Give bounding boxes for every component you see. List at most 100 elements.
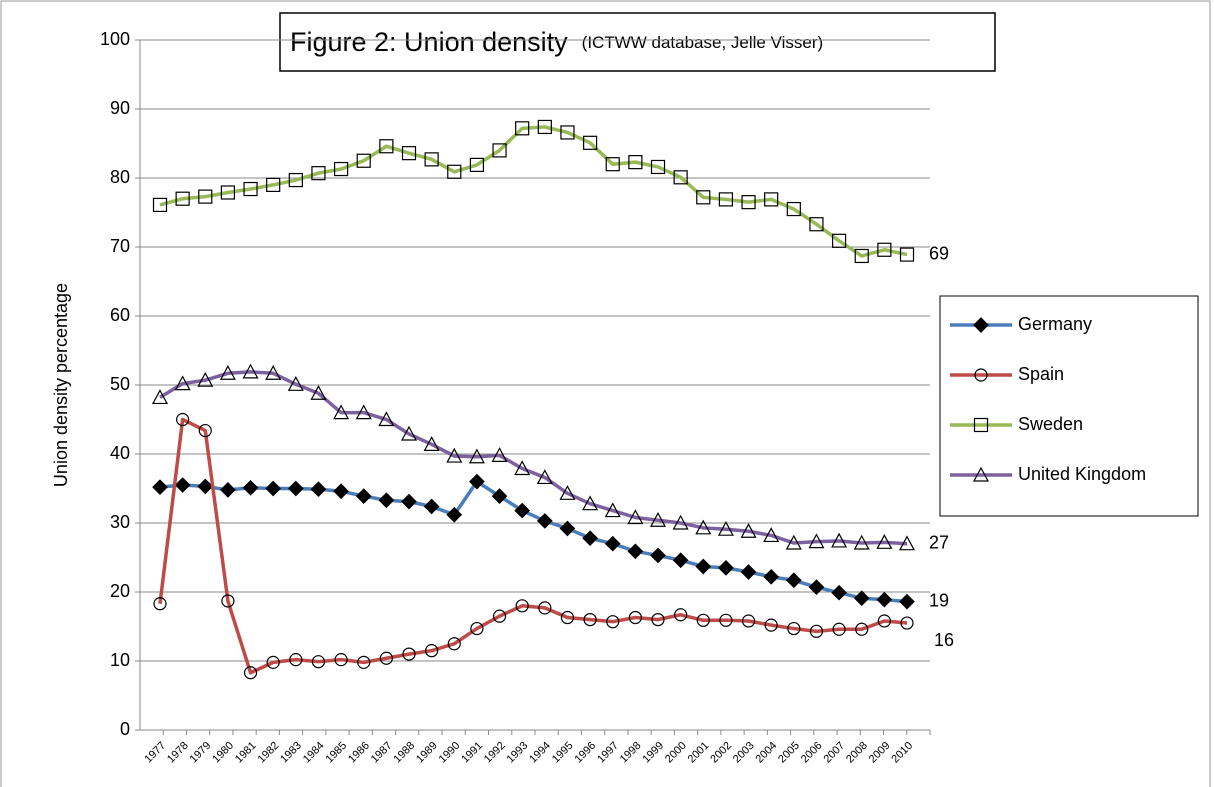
- marker: [378, 492, 395, 509]
- marker: [876, 591, 893, 608]
- marker: [175, 191, 190, 206]
- y-tick-label: 60: [110, 305, 130, 325]
- marker: [242, 363, 259, 379]
- marker: [538, 601, 552, 615]
- series-line: [159, 479, 908, 604]
- marker: [401, 146, 417, 161]
- marker: [378, 411, 395, 427]
- legend-label: Sweden: [1018, 414, 1083, 434]
- y-tick-label: 20: [110, 581, 130, 601]
- marker: [379, 651, 393, 665]
- marker: [447, 164, 462, 179]
- title-text: Figure 2: Union density (ICTWW database, …: [290, 27, 823, 57]
- marker: [741, 614, 756, 628]
- marker: [831, 584, 847, 601]
- y-tick-label: 50: [110, 374, 130, 394]
- marker: [266, 655, 280, 669]
- marker: [289, 653, 303, 667]
- marker: [718, 560, 734, 576]
- marker: [627, 509, 644, 525]
- marker: [559, 485, 576, 500]
- marker: [198, 423, 212, 438]
- marker: [809, 217, 824, 232]
- legend-label: Germany: [1018, 314, 1092, 334]
- series-line: [158, 417, 908, 675]
- marker: [763, 527, 780, 543]
- marker: [900, 616, 914, 630]
- marker: [334, 653, 348, 667]
- marker: [719, 613, 733, 627]
- marker: [197, 478, 214, 495]
- marker: [877, 614, 891, 628]
- y-tick-label: 100: [100, 29, 130, 49]
- marker: [673, 170, 688, 185]
- legend-label: United Kingdom: [1018, 464, 1146, 484]
- end-label: 19: [929, 590, 949, 610]
- marker: [605, 157, 620, 172]
- marker: [559, 520, 576, 537]
- marker: [832, 622, 846, 636]
- marker: [515, 599, 529, 613]
- marker: [287, 376, 304, 391]
- marker: [786, 201, 801, 217]
- marker: [560, 125, 575, 140]
- marker: [853, 590, 870, 607]
- marker: [469, 473, 485, 490]
- marker: [469, 157, 485, 172]
- y-tick-label: 90: [110, 98, 130, 118]
- marker: [288, 172, 303, 188]
- marker: [785, 572, 802, 589]
- marker: [151, 389, 169, 405]
- y-tick-label: 80: [110, 167, 130, 187]
- marker: [650, 159, 666, 175]
- marker: [718, 192, 734, 207]
- marker: [333, 404, 350, 420]
- y-tick-label: 10: [110, 650, 130, 670]
- marker: [876, 534, 893, 549]
- marker: [831, 532, 848, 548]
- marker: [740, 523, 757, 538]
- marker: [198, 189, 213, 204]
- marker: [243, 666, 258, 680]
- y-tick-label: 30: [110, 512, 130, 532]
- marker: [695, 558, 712, 575]
- marker: [265, 365, 282, 380]
- marker: [627, 543, 644, 560]
- chart-subtitle: (ICTWW database, Jelle Visser): [582, 33, 824, 52]
- marker: [468, 448, 485, 464]
- marker: [785, 534, 802, 550]
- marker: [220, 482, 236, 498]
- marker: [583, 612, 597, 627]
- marker: [310, 385, 327, 400]
- marker: [604, 502, 621, 518]
- marker: [740, 564, 757, 580]
- marker: [265, 480, 282, 497]
- marker: [221, 594, 235, 608]
- title-box: [279, 12, 996, 72]
- marker: [628, 155, 643, 170]
- marker: [764, 192, 779, 207]
- marker: [402, 647, 416, 661]
- marker: [401, 493, 417, 510]
- marker: [355, 404, 372, 420]
- marker: [333, 483, 349, 500]
- marker: [651, 612, 665, 627]
- marker: [491, 488, 508, 504]
- marker: [333, 161, 349, 177]
- marker: [287, 480, 304, 497]
- marker: [174, 477, 191, 493]
- marker: [492, 143, 507, 158]
- marker: [536, 513, 553, 529]
- marker: [717, 520, 734, 536]
- marker: [560, 610, 575, 625]
- marker: [582, 495, 599, 511]
- marker: [741, 195, 756, 210]
- marker: [153, 597, 167, 611]
- marker: [152, 479, 168, 495]
- marker: [266, 177, 281, 192]
- marker: [649, 511, 667, 527]
- marker: [311, 655, 326, 669]
- marker: [672, 514, 689, 530]
- marker: [242, 479, 259, 496]
